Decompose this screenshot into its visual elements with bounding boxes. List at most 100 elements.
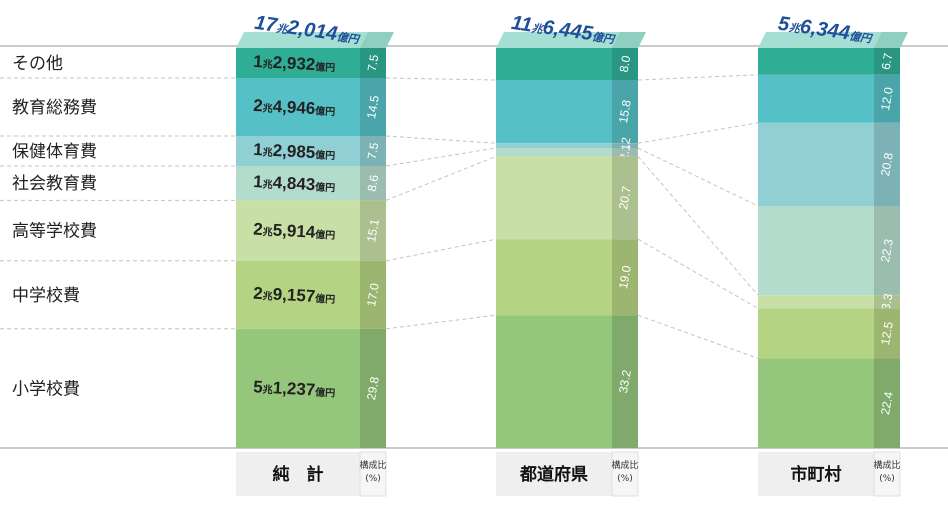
percent-label: 33.2 xyxy=(616,369,634,395)
ratio-header-label: 構成比 xyxy=(359,459,386,471)
amount-label: 1兆2,932億円 xyxy=(253,52,336,75)
percent-label: 7.5 xyxy=(365,141,382,160)
bar-segment xyxy=(496,239,612,316)
bar-segment xyxy=(758,206,874,296)
ratio-unit-label: (%) xyxy=(879,474,895,484)
bar-segment-side xyxy=(874,358,900,448)
percent-label: 20.7 xyxy=(616,185,634,211)
bar-column: 8.015.81.22.120.719.033.211兆6,445億円都道府県構… xyxy=(496,12,646,497)
bar-category-label: 純 計 xyxy=(273,464,324,485)
bar-segment xyxy=(236,260,360,329)
category-label: その他 xyxy=(12,54,63,74)
bar-segment-side xyxy=(874,48,900,75)
category-label: 社会教育費 xyxy=(12,174,97,194)
bar-segment xyxy=(496,143,612,148)
bar-layer: 7.5 1兆2,932億円 14.5 2兆4,946億円 7.5 1兆2,985億円 8.6… xyxy=(236,12,908,497)
bar-segment xyxy=(758,358,874,448)
bar-category-label: 市町村 xyxy=(791,464,842,485)
bar-top-side xyxy=(360,32,394,48)
bar-segment xyxy=(236,136,360,166)
connector-line xyxy=(637,314,759,359)
bar-segment-side xyxy=(874,74,900,123)
bar-top-face xyxy=(236,32,394,48)
bar-segment-side xyxy=(612,148,638,157)
bar-total-label: 17兆2,014億円 xyxy=(253,12,362,49)
amount-label: 1兆2,985億円 xyxy=(253,140,336,163)
percent-label: 29.8 xyxy=(364,375,382,401)
bar-column: 7.5 1兆2,932億円 14.5 2兆4,946億円 7.5 1兆2,985億円 8.6… xyxy=(236,12,394,497)
bar-category-label: 都道府県 xyxy=(519,464,588,485)
bar-segment xyxy=(236,166,360,201)
bar-total-label: 11兆6,445億円 xyxy=(510,12,618,49)
bar-top-side xyxy=(874,32,908,48)
percent-label: 6.7 xyxy=(879,52,896,71)
connector-line xyxy=(637,147,759,207)
bar-top-side xyxy=(612,32,646,48)
percent-label: 3.3 xyxy=(879,292,896,311)
bar-segment xyxy=(236,328,360,448)
connector-line xyxy=(637,122,759,144)
category-label: 中学校費 xyxy=(12,286,80,306)
bar-base-box xyxy=(236,452,360,496)
bar-segment-side xyxy=(612,156,638,240)
percent-label: 20.8 xyxy=(878,151,896,177)
connector-line xyxy=(385,77,497,81)
bar-segment xyxy=(758,308,874,359)
ratio-header-label: 構成比 xyxy=(611,459,638,471)
percent-label: 19.0 xyxy=(616,264,634,290)
bar-segment-side xyxy=(360,78,386,136)
bar-segment xyxy=(496,48,612,80)
bar-base-box xyxy=(496,452,612,496)
bar-top-face xyxy=(496,32,646,48)
bar-segment-side xyxy=(360,328,386,448)
bar-base-box xyxy=(758,452,874,496)
connector-line xyxy=(637,238,759,309)
bar-segment xyxy=(236,78,360,136)
connector-line xyxy=(385,314,497,330)
bar-segment xyxy=(758,122,874,206)
connector-line xyxy=(637,74,759,81)
percent-label: 17.0 xyxy=(364,282,382,308)
connector-line xyxy=(637,156,759,296)
percent-label: 22.4 xyxy=(878,390,896,416)
bar-segment-side xyxy=(360,260,386,329)
bar-segment-side xyxy=(360,200,386,261)
amount-label: 2兆4,946億円 xyxy=(253,96,336,119)
bar-segment xyxy=(236,48,360,78)
bar-segment xyxy=(496,315,612,448)
category-label: 高等学校費 xyxy=(12,222,97,242)
connector-line xyxy=(385,147,497,167)
ratio-unit-label: (%) xyxy=(365,474,381,484)
ratio-unit-label: (%) xyxy=(617,474,633,484)
bar-segment xyxy=(496,80,612,144)
ratio-box xyxy=(873,451,901,497)
amount-label: 2兆9,157億円 xyxy=(253,284,336,307)
bar-segment-side xyxy=(360,48,386,78)
bar-segment-side xyxy=(612,48,638,80)
connector-line xyxy=(385,238,497,262)
bar-segment-side xyxy=(360,166,386,201)
percent-label: 7.5 xyxy=(365,53,382,72)
percent-label: 15.1 xyxy=(364,218,382,244)
bar-segment xyxy=(236,200,360,261)
bar-segment xyxy=(496,148,612,157)
percent-label: 12.5 xyxy=(878,320,896,346)
percent-label: 8.0 xyxy=(617,54,634,73)
connector-line xyxy=(385,155,497,201)
ratio-header-label: 構成比 xyxy=(873,459,900,471)
bar-segment-side xyxy=(360,136,386,166)
connector-line xyxy=(385,135,497,144)
ratio-box xyxy=(359,451,387,497)
bar-segment-side xyxy=(874,206,900,296)
bar-segment xyxy=(758,48,874,75)
bar-segment-side xyxy=(874,308,900,359)
percent-label: 8.6 xyxy=(365,173,382,192)
bar-segment-side xyxy=(874,122,900,206)
bar-segment-side xyxy=(612,80,638,144)
ratio-box xyxy=(611,451,639,497)
percent-label: 22.3 xyxy=(878,238,896,264)
percent-label: 15.8 xyxy=(616,99,634,125)
amount-label: 5兆1,237億円 xyxy=(253,377,336,400)
